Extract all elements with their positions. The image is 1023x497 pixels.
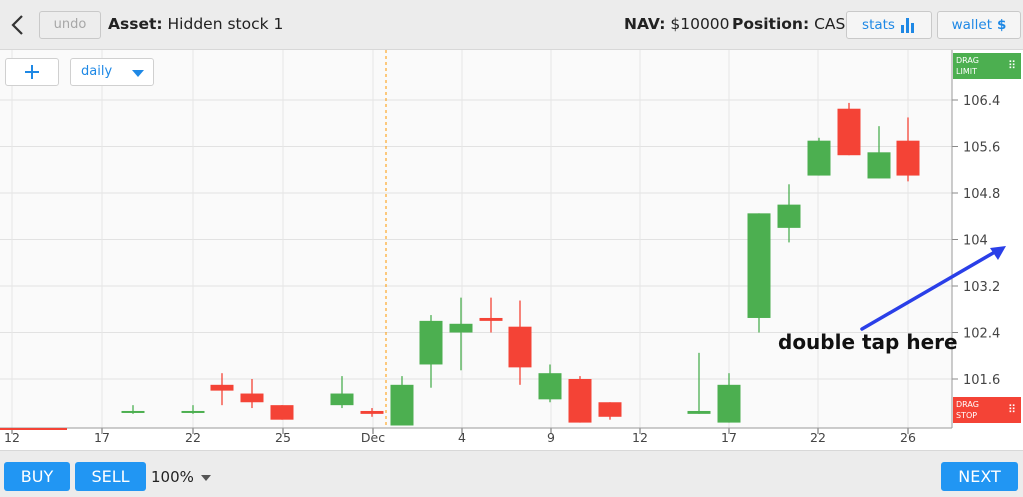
grip-icon: ⠿ bbox=[1007, 403, 1016, 416]
next-button[interactable]: NEXT bbox=[941, 462, 1018, 491]
candle-body bbox=[896, 140, 920, 176]
bottom-bar: BUY SELL 100% NEXT bbox=[0, 450, 1023, 497]
candle-body bbox=[330, 393, 354, 406]
wallet-button[interactable]: wallet $ bbox=[937, 11, 1021, 39]
top-bar: undo Asset: Hidden stock 1 NAV: $10000 P… bbox=[0, 0, 1023, 50]
candle-body bbox=[747, 213, 771, 318]
annotation-arrow bbox=[860, 247, 1002, 331]
y-tick-label: 104 bbox=[963, 234, 988, 249]
drag-stop-handle[interactable]: DRAG STOP ⠿ bbox=[953, 397, 1021, 423]
nav-info: NAV: $10000 bbox=[624, 15, 730, 33]
candle-body bbox=[717, 384, 741, 423]
size-select[interactable]: 100% bbox=[151, 468, 194, 486]
candle-body bbox=[240, 393, 264, 403]
x-tick-label: 12 bbox=[4, 430, 20, 445]
period-value: daily bbox=[81, 64, 113, 79]
chart-area[interactable]: 106.4 105.6 104.8 104 103.2 102.4 101.6 12 17 22 2… bbox=[0, 50, 1023, 450]
x-tick-label: 9 bbox=[547, 430, 555, 445]
y-tick-label: 103.2 bbox=[963, 280, 1000, 295]
candlestick-chart[interactable]: 106.4 105.6 104.8 104 103.2 102.4 101.6 12 17 22 2… bbox=[0, 50, 1023, 450]
y-axis-background bbox=[952, 50, 1022, 428]
position-label: Position: bbox=[732, 15, 810, 33]
sell-button[interactable]: SELL bbox=[75, 462, 146, 491]
grip-icon: ⠿ bbox=[1007, 59, 1016, 72]
candle-body bbox=[508, 326, 532, 368]
x-tick-label: 25 bbox=[275, 430, 291, 445]
asset-label: Asset: bbox=[108, 15, 163, 33]
candle-body bbox=[538, 373, 562, 400]
wallet-label: wallet bbox=[951, 17, 992, 33]
x-tick-label: 4 bbox=[458, 430, 466, 445]
nav-value: $10000 bbox=[670, 15, 730, 33]
chevron-down-icon bbox=[132, 70, 144, 77]
asset-name: Hidden stock 1 bbox=[167, 15, 284, 33]
x-tick-label: 12 bbox=[632, 430, 648, 445]
y-tick-label: 102.4 bbox=[963, 327, 1000, 342]
candle-body bbox=[568, 379, 592, 423]
y-tick-label: 106.4 bbox=[963, 94, 1000, 109]
drag-limit-handle[interactable]: DRAG LIMIT ⠿ bbox=[953, 53, 1021, 79]
candle-body bbox=[837, 108, 861, 156]
annotation-text: double tap here bbox=[778, 330, 958, 354]
candle-body bbox=[598, 402, 622, 417]
stats-label: stats bbox=[862, 17, 895, 33]
candle-body bbox=[449, 323, 473, 333]
position-info: Position: CASH bbox=[732, 15, 857, 33]
buy-button[interactable]: BUY bbox=[4, 462, 70, 491]
candle-body bbox=[687, 410, 711, 414]
nav-label: NAV: bbox=[624, 15, 666, 33]
drag-limit-line1: DRAG bbox=[956, 56, 979, 65]
chevron-down-icon[interactable] bbox=[201, 475, 211, 481]
drag-stop-line2: STOP bbox=[956, 411, 978, 420]
candle-body bbox=[390, 384, 414, 426]
dollar-icon: $ bbox=[997, 17, 1007, 33]
bar-chart-icon bbox=[900, 18, 914, 33]
y-tick-label: 104.8 bbox=[963, 187, 1000, 202]
period-select[interactable]: daily bbox=[70, 58, 154, 86]
arrow-head-icon bbox=[990, 246, 1006, 260]
y-tick-label: 101.6 bbox=[963, 373, 1000, 388]
back-arrow-icon[interactable] bbox=[8, 11, 30, 39]
plus-icon bbox=[25, 65, 39, 79]
x-tick-label: 17 bbox=[721, 430, 737, 445]
drag-stop-line1: DRAG bbox=[956, 400, 979, 409]
candle-body bbox=[807, 140, 831, 176]
candle-body bbox=[777, 204, 801, 228]
x-tick-label: 22 bbox=[810, 430, 826, 445]
x-tick-label: 17 bbox=[94, 430, 110, 445]
candle-body bbox=[181, 410, 205, 413]
asset-info: Asset: Hidden stock 1 bbox=[108, 15, 283, 33]
candle-body bbox=[419, 320, 443, 365]
candle-body bbox=[867, 152, 891, 179]
undo-button[interactable]: undo bbox=[39, 11, 101, 39]
candle-body bbox=[270, 405, 294, 420]
x-tick-label: 22 bbox=[185, 430, 201, 445]
candle-body bbox=[479, 317, 503, 321]
candle-body bbox=[360, 410, 384, 414]
x-tick-label: 26 bbox=[900, 430, 916, 445]
drag-limit-line2: LIMIT bbox=[956, 67, 977, 76]
add-indicator-button[interactable] bbox=[5, 58, 59, 86]
y-tick-label: 105.6 bbox=[963, 141, 1000, 156]
candle-body bbox=[121, 410, 145, 413]
x-tick-label: Dec bbox=[361, 430, 385, 445]
stats-button[interactable]: stats bbox=[846, 11, 932, 39]
candle-body bbox=[210, 384, 234, 391]
